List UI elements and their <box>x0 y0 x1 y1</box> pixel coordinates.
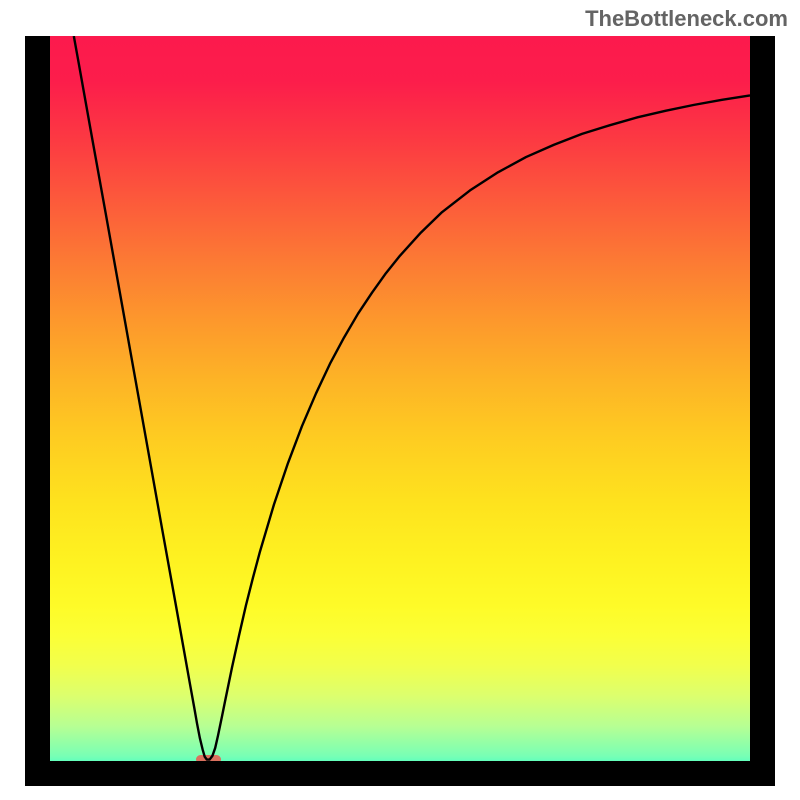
chart-container: { "watermark": { "text": "TheBottleneck.… <box>0 0 800 800</box>
curve-path <box>74 36 750 760</box>
bottleneck-curve <box>25 36 775 786</box>
plot-border-bottom <box>25 761 775 786</box>
plot-border-left <box>25 36 50 786</box>
watermark-text: TheBottleneck.com <box>585 6 788 32</box>
plot-border-right <box>750 36 775 786</box>
plot-area <box>25 36 775 786</box>
